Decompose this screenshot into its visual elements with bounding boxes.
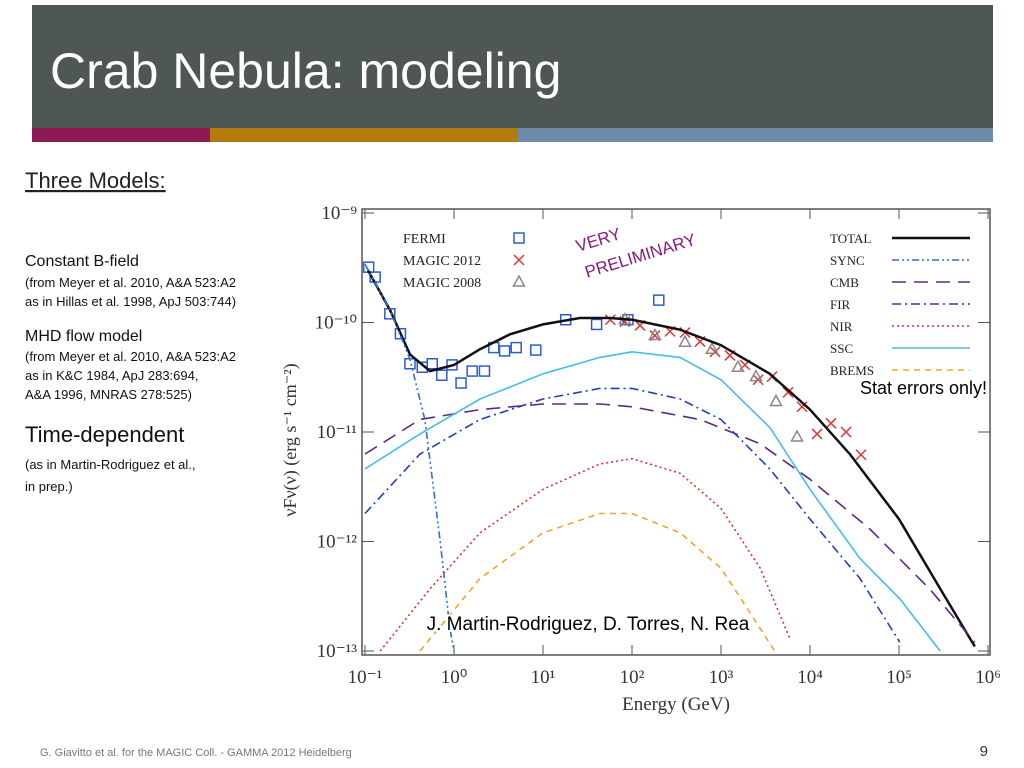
- data-point: [590, 318, 603, 331]
- data-point: [752, 374, 764, 386]
- model-detail: (from Meyer et al. 2010, A&A 523:A2: [25, 275, 236, 290]
- y-tick-label: 10⁻¹²: [317, 532, 358, 553]
- data-point: [648, 327, 662, 341]
- x-axis-label: Energy (GeV): [622, 694, 730, 715]
- data-point: [825, 417, 837, 429]
- heading: Three Models:: [25, 168, 166, 193]
- legend-marker: [513, 254, 525, 266]
- legend-label: CMB: [830, 275, 859, 290]
- data-point: [782, 386, 794, 398]
- data-point: [466, 365, 478, 377]
- data-point: [705, 341, 719, 354]
- x-tick-label: 10³: [709, 667, 734, 688]
- data-point: [455, 377, 467, 389]
- stripe: [210, 128, 518, 142]
- legend-label: TOTAL: [830, 231, 871, 246]
- legend-label: FIR: [830, 297, 851, 312]
- model-line: [364, 263, 455, 652]
- model-detail: as in Hillas et al. 1998, ApJ 503:744): [25, 294, 236, 309]
- x-tick-label: 10⁻¹: [348, 667, 383, 688]
- data-point: [790, 429, 804, 442]
- data-point: [436, 369, 448, 381]
- model-detail: in prep.): [25, 479, 73, 494]
- data-point: [426, 358, 439, 370]
- title-bar: [32, 5, 993, 128]
- data-point: [394, 327, 407, 340]
- annotation: VERY: [574, 224, 624, 256]
- model-detail: (as in Martin-Rodriguez et al.,: [25, 457, 196, 472]
- data-point: [530, 344, 542, 356]
- y-tick-label: 10⁻⁹: [321, 203, 357, 224]
- data-point: [840, 426, 852, 438]
- x-tick-label: 10²: [620, 667, 645, 688]
- legend-label: BREMS: [830, 363, 874, 378]
- model-line: [364, 403, 976, 643]
- footer: G. Giavitto et al. for the MAGIC Coll. -…: [40, 747, 352, 759]
- model-line: [366, 269, 976, 648]
- data-point: [478, 365, 491, 377]
- slide-title: Crab Nebula: modeling: [50, 43, 561, 99]
- data-point: [749, 369, 763, 382]
- page-number: 9: [980, 743, 988, 760]
- legend-marker: [513, 232, 525, 244]
- legend-label: FERMI: [403, 232, 446, 247]
- legend-label: SSC: [830, 341, 853, 356]
- model-line: [364, 350, 941, 652]
- data-point: [446, 359, 458, 371]
- model-detail: A&A 1996, MNRAS 278:525): [25, 387, 192, 402]
- annotation: J. Martin-Rodriguez, D. Torres, N. Rea: [427, 614, 750, 635]
- model-name: Time-dependent: [25, 422, 184, 447]
- model-name: Constant B-field: [25, 253, 139, 270]
- y-axis-label: νFν(ν) (erg s⁻¹ cm⁻²): [280, 363, 301, 516]
- data-point: [510, 341, 522, 354]
- data-point: [709, 346, 721, 358]
- model-line: [364, 387, 901, 643]
- legend-label: SYNC: [830, 253, 865, 268]
- model-line: [379, 457, 791, 652]
- x-tick-label: 10⁶: [975, 667, 1001, 688]
- model-detail: (from Meyer et al. 2010, A&A 523:A2: [25, 349, 236, 364]
- model-line: [419, 512, 776, 652]
- data-point: [498, 345, 511, 357]
- legend-marker: [512, 274, 526, 287]
- plot: 10⁻¹ 10⁰ 10¹ 10² 10³ 10⁴ 10⁵ 10⁶ 10⁻¹³ 10⁻¹² 10⁻¹¹…: [280, 203, 1001, 715]
- data-point: [653, 294, 665, 306]
- data-point: [731, 359, 745, 373]
- y-tick-label: 10⁻¹⁰: [315, 313, 357, 334]
- x-tick-label: 10⁵: [886, 667, 912, 688]
- stripe: [32, 128, 210, 142]
- data-point: [811, 428, 823, 440]
- legend-label: MAGIC 2012: [403, 254, 481, 269]
- y-tick-label: 10⁻¹³: [317, 641, 358, 662]
- data-point: [769, 393, 783, 407]
- legend-label: NIR: [830, 319, 853, 334]
- model-name: MHD flow model: [25, 328, 142, 345]
- x-tick-label: 10¹: [531, 667, 556, 688]
- model-detail: as in K&C 1984, ApJ 283:694,: [25, 368, 198, 383]
- legend-label: MAGIC 2008: [403, 276, 481, 291]
- stripe: [518, 128, 993, 142]
- data-point: [855, 449, 867, 461]
- data-point: [796, 401, 808, 413]
- x-tick-label: 10⁰: [441, 667, 468, 688]
- y-tick-label: 10⁻¹¹: [317, 422, 358, 443]
- annotation: Stat errors only!: [860, 378, 987, 398]
- data-point: [678, 334, 692, 348]
- data-point: [604, 314, 616, 326]
- x-tick-label: 10⁴: [797, 667, 823, 688]
